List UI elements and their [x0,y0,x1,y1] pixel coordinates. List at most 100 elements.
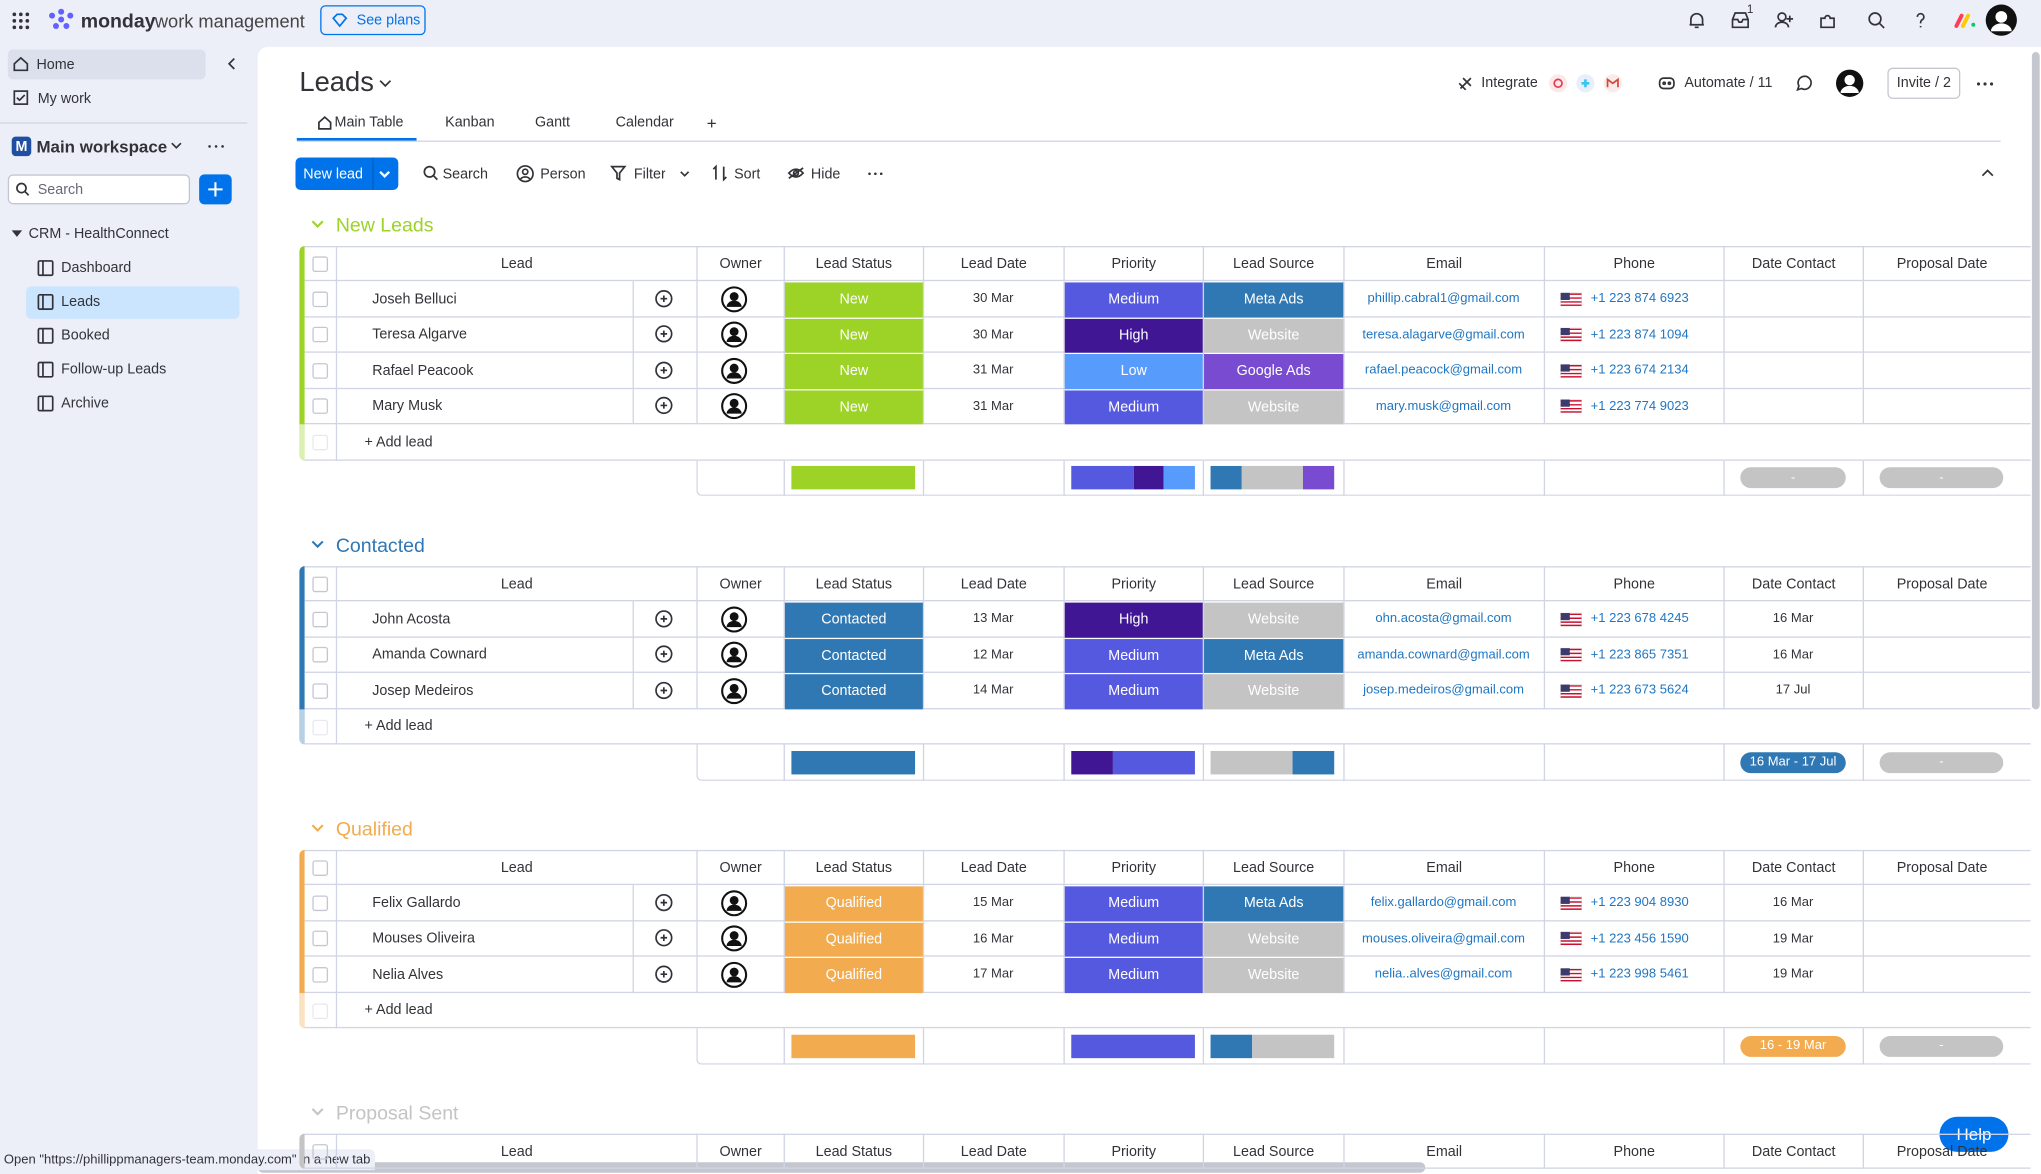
add-item[interactable]: + Add lead [335,992,433,1029]
source-summary[interactable] [1210,750,1293,775]
column-header[interactable]: Lead Date [922,1133,1064,1169]
add-update-icon[interactable] [655,397,673,415]
column-header[interactable]: Date Contact [1723,849,1862,886]
monday-logo[interactable] [47,8,76,34]
checkbox[interactable] [312,611,329,628]
email[interactable]: amanda.cownard@gmail.com [1357,647,1530,663]
column-header[interactable]: Proposal Date [1862,566,2021,602]
checkbox[interactable] [312,398,329,415]
phone[interactable]: +1 223 874 6923 [1590,291,1689,307]
filter-button[interactable]: Filter [633,165,666,182]
inbox-icon[interactable] [1731,12,1749,29]
source-label[interactable]: Website [1204,389,1344,425]
add-update-icon[interactable] [655,325,673,344]
column-header[interactable]: Priority [1063,566,1202,602]
sidebar-search[interactable]: Search [7,174,191,205]
lead-name[interactable]: Nelia Alves [335,956,633,993]
checkbox[interactable] [312,291,329,307]
column-header[interactable]: Phone [1543,245,1724,282]
phone[interactable]: +1 223 774 9023 [1590,399,1689,414]
column-header[interactable]: Lead Date [922,566,1064,602]
add-update-icon[interactable] [655,645,673,664]
priority-label[interactable]: Medium [1064,922,1203,957]
email[interactable]: phillip.cabral1@gmail.com [1367,291,1520,307]
column-header[interactable]: Lead Status [783,849,923,886]
board-owner-avatar[interactable] [1835,69,1864,98]
workspace-menu[interactable] [207,144,225,148]
add-update-icon[interactable] [655,289,673,308]
priority-summary[interactable] [1133,466,1165,490]
column-header[interactable]: Date Contact [1723,566,1862,602]
help-icon[interactable] [1912,12,1929,29]
email[interactable]: ohn.acosta@gmail.com [1375,612,1512,627]
checkbox[interactable] [312,860,329,876]
column-header[interactable]: Owner [696,566,783,602]
collapse-sidebar-icon[interactable] [226,57,236,70]
checkbox[interactable] [312,930,329,947]
checkbox[interactable] [312,362,329,379]
priority-label[interactable]: High [1064,602,1203,638]
column-header[interactable]: Lead Source [1202,566,1344,602]
source-label[interactable]: Meta Ads [1204,282,1344,317]
owner-avatar[interactable] [721,357,748,384]
checkbox[interactable] [312,576,329,593]
date-contact-summary[interactable]: - [1740,467,1846,489]
sidebar-item[interactable]: Booked [61,327,110,344]
lead-name[interactable]: Teresa Algarve [335,316,633,353]
add-update-icon[interactable] [655,929,673,948]
status-label[interactable]: New [784,282,923,317]
source-label[interactable]: Google Ads [1204,354,1344,389]
column-header[interactable]: Lead Status [783,245,923,282]
status-label[interactable]: New [784,389,923,425]
lead-name[interactable]: Josep Medeiros [335,672,633,709]
sort-button[interactable]: Sort [734,165,761,182]
status-summary[interactable] [791,1034,916,1058]
checkbox[interactable] [312,895,329,911]
column-header[interactable]: Lead Status [783,566,923,602]
column-header[interactable]: Lead Source [1202,849,1344,886]
add-item[interactable]: + Add lead [335,424,433,461]
notifications-icon[interactable] [1688,12,1705,30]
status-summary[interactable] [791,466,916,490]
status-label[interactable]: Qualified [784,886,923,921]
automate-button[interactable]: Automate / 11 [1684,74,1773,91]
column-header[interactable]: Priority [1063,245,1202,282]
owner-avatar[interactable] [721,961,748,988]
vertical-scrollbar[interactable] [2031,52,2040,710]
sidebar-item[interactable]: Dashboard [61,260,132,276]
checkbox[interactable] [312,256,329,273]
board-title[interactable]: Leads [299,67,374,98]
proposal-summary[interactable]: - [1879,467,2004,489]
search-button[interactable]: Search [442,165,488,182]
invite-members-icon[interactable] [1774,12,1794,29]
column-header[interactable]: Lead [335,566,697,602]
group-chevron[interactable] [311,540,324,549]
status-summary[interactable] [791,750,916,775]
checkbox[interactable] [312,1144,329,1160]
column-header[interactable]: Phone [1543,566,1724,602]
lead-name[interactable]: Amanda Cownard [335,637,633,673]
group-title[interactable]: Proposal Sent [335,1101,459,1124]
collapse-header-icon[interactable] [1981,169,1994,177]
column-header[interactable]: Priority [1063,849,1202,886]
column-header[interactable]: Lead Status [783,1133,923,1169]
add-update-icon[interactable] [655,609,673,628]
updates-icon[interactable] [1795,75,1812,92]
date-contact-summary[interactable]: 16 - 19 Mar [1740,1035,1846,1057]
email[interactable]: felix.gallardo@gmail.com [1370,895,1517,911]
status-label[interactable]: Contacted [784,602,923,638]
column-header[interactable]: Owner [696,1133,783,1169]
source-label[interactable]: Website [1204,674,1344,709]
column-header[interactable]: Date Contact [1723,245,1862,282]
group-title[interactable]: Contacted [335,534,425,557]
owner-avatar[interactable] [721,925,748,952]
status-label[interactable]: New [784,354,923,389]
status-label[interactable]: Qualified [784,922,923,957]
integrate-button[interactable]: Integrate [1481,74,1538,91]
email[interactable]: rafael.peacock@gmail.com [1364,363,1523,378]
source-label[interactable]: Website [1204,957,1344,993]
owner-avatar[interactable] [721,641,748,669]
phone[interactable]: +1 223 998 5461 [1590,967,1689,982]
add-item[interactable]: + Add lead [335,708,433,745]
source-summary[interactable] [1210,466,1242,490]
